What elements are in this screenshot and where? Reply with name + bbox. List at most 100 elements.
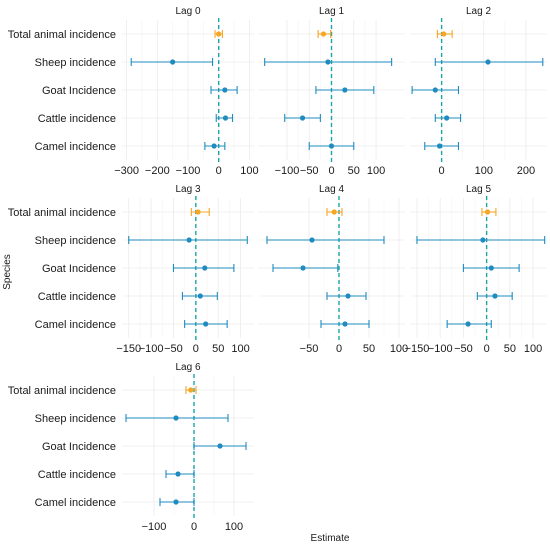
estimate-point — [216, 31, 222, 37]
estimate-point — [444, 115, 450, 121]
panel-6: Lag 5 −150−100 −50 0 50 100 — [405, 184, 547, 355]
category-label: Goat Incidence — [42, 441, 116, 453]
tick-label: 0 — [336, 343, 342, 355]
tick-label: −100 — [142, 521, 167, 533]
tick-label: 100 — [231, 343, 249, 355]
estimate-point — [299, 115, 306, 121]
panel-7: Lag 6 Total animal incidence Sheep inciden… — [8, 362, 254, 533]
tick-label: −100 — [139, 343, 164, 355]
estimate-point — [300, 265, 306, 271]
tick-label: 0 — [191, 521, 197, 533]
tick-label: 50 — [212, 343, 224, 355]
tick-label: −100 — [176, 165, 201, 177]
tick-label: 100 — [390, 343, 408, 355]
panel-3: Lag 2 0 100 200 — [410, 6, 547, 177]
estimate-point — [331, 209, 337, 215]
tick-label: 0 — [193, 343, 199, 355]
panel-title: Lag 3 — [175, 184, 200, 195]
tick-label: −50 — [164, 343, 183, 355]
panel-2: Lag 1 −100 −50 0 50 100 — [258, 6, 405, 177]
tick-label: −150 — [405, 343, 430, 355]
tick-label: 50 — [504, 343, 516, 355]
tick-label: 100 — [240, 165, 258, 177]
tick-label: 100 — [225, 521, 243, 533]
tick-label: −200 — [145, 165, 170, 177]
category-label: Goat Incidence — [42, 263, 116, 275]
estimate-point — [202, 265, 208, 271]
estimate-point — [173, 415, 179, 421]
category-label: Goat Incidence — [42, 85, 116, 97]
tick-label: 200 — [517, 165, 535, 177]
estimate-point — [320, 31, 327, 37]
category-label: Cattle incidence — [38, 113, 116, 125]
estimate-point — [345, 293, 351, 299]
tick-label: 0 — [216, 165, 222, 177]
estimate-point — [222, 87, 228, 93]
tick-label: −150 — [116, 343, 141, 355]
estimate-point — [485, 59, 491, 65]
tick-label: 100 — [524, 343, 542, 355]
estimate-point — [328, 143, 335, 149]
tick-label: −50 — [454, 343, 473, 355]
panel-title: Lag 6 — [175, 362, 200, 373]
tick-label: 100 — [367, 165, 385, 177]
tick-label: 50 — [363, 343, 375, 355]
estimate-point — [175, 471, 181, 477]
estimate-point — [342, 321, 348, 327]
tick-label: 0 — [484, 343, 490, 355]
estimate-point — [188, 387, 194, 393]
tick-label: 0 — [328, 165, 334, 177]
estimate-point — [217, 443, 223, 449]
category-label: Camel incidence — [35, 141, 116, 153]
estimate-point — [441, 31, 447, 37]
category-label: Sheep incidence — [35, 235, 116, 247]
panel-title: Lag 4 — [319, 184, 344, 195]
category-label: Cattle incidence — [38, 291, 116, 303]
estimate-point — [492, 293, 498, 299]
estimate-point — [436, 143, 443, 149]
tick-label: 0 — [439, 165, 445, 177]
panel-title: Lag 5 — [466, 184, 491, 195]
estimate-point — [309, 237, 315, 243]
tick-label: −50 — [300, 165, 319, 177]
category-label: Total animal incidence — [8, 385, 116, 397]
panel-1: Lag 0 Total animal incidence Sheep inciden… — [8, 6, 259, 177]
tick-label: 50 — [348, 165, 360, 177]
estimate-point — [325, 59, 331, 65]
estimate-point — [465, 321, 471, 327]
y-axis-title: Species — [2, 254, 13, 290]
estimate-point — [484, 209, 491, 215]
tick-label: −100 — [275, 165, 300, 177]
panels-group: Lag 0 Total animal incidence Sheep inciden… — [8, 6, 547, 533]
estimate-point — [488, 265, 494, 271]
estimate-point — [173, 499, 179, 505]
estimate-point — [222, 115, 229, 121]
panel-title: Lag 1 — [319, 6, 344, 17]
category-label: Sheep incidence — [35, 57, 116, 69]
estimate-point — [195, 209, 201, 215]
estimate-point — [197, 293, 203, 299]
panel-title: Lag 2 — [466, 6, 491, 17]
estimate-point — [342, 87, 348, 93]
category-label: Cattle incidence — [38, 469, 116, 481]
estimate-point — [432, 87, 438, 93]
category-label: Total animal incidence — [8, 207, 116, 219]
category-label: Camel incidence — [35, 497, 116, 509]
estimate-point — [170, 59, 176, 65]
category-label: Camel incidence — [35, 319, 116, 331]
tick-label: 100 — [475, 165, 493, 177]
panel-5: Lag 4 −50 0 50 100 — [258, 184, 408, 355]
tick-label: −300 — [114, 165, 139, 177]
category-label: Total animal incidence — [8, 29, 116, 41]
estimate-point — [480, 237, 486, 243]
panel-4: Lag 3 Total animal incidence Sheep inciden… — [8, 184, 254, 355]
tick-label: −50 — [300, 343, 319, 355]
panel-title: Lag 0 — [175, 6, 200, 17]
tick-label: −100 — [428, 343, 453, 355]
category-label: Sheep incidence — [35, 413, 116, 425]
estimate-point — [203, 321, 209, 327]
estimate-point — [186, 237, 192, 243]
estimate-point — [211, 143, 217, 149]
x-axis-title: Estimate — [311, 533, 350, 544]
